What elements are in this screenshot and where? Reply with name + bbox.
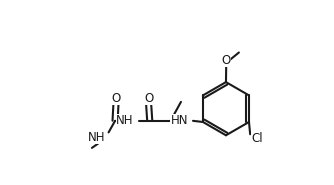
Text: O: O <box>221 54 231 67</box>
Text: O: O <box>111 92 121 105</box>
Text: O: O <box>144 92 153 105</box>
Text: HN: HN <box>170 114 188 127</box>
Text: NH: NH <box>116 114 134 127</box>
Text: Cl: Cl <box>251 132 263 145</box>
Text: NH: NH <box>88 131 106 144</box>
